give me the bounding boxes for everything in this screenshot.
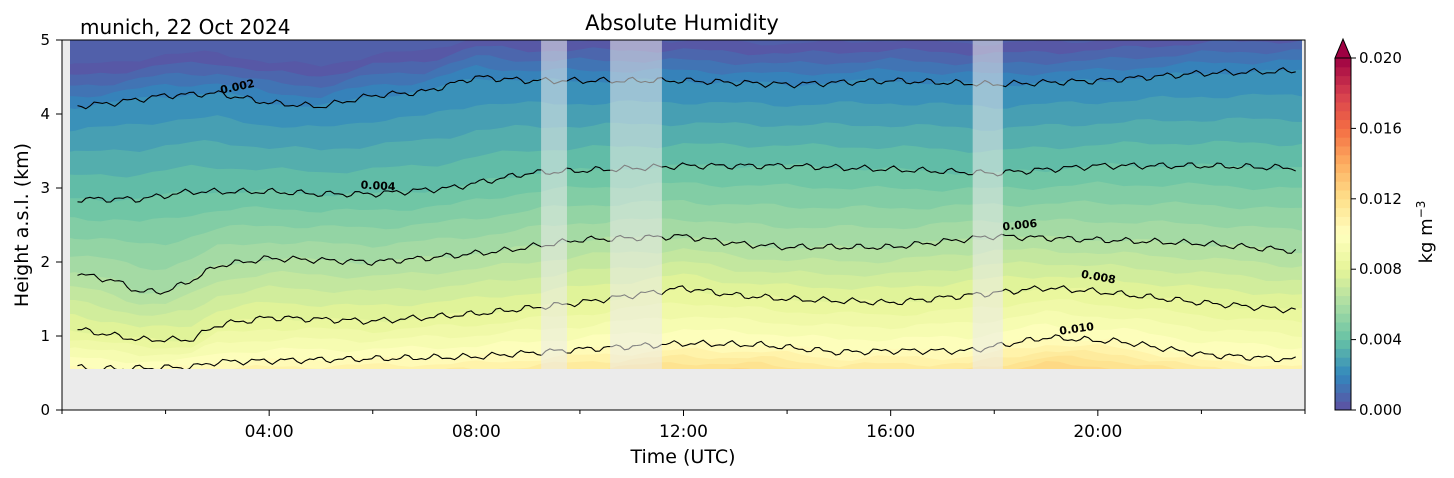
missing-data-gaps <box>541 40 1003 369</box>
colorbar-tick-label: 0.000 <box>1359 401 1402 419</box>
colorbar-segment <box>1335 269 1351 279</box>
colorbar-segment <box>1335 198 1351 209</box>
y-tick-label: 0 <box>40 401 50 419</box>
x-axis: 04:00 08:00 12:00 16:00 20:00 <box>61 410 1306 442</box>
colorbar-segment <box>1335 251 1351 261</box>
colorbar-segment <box>1335 128 1351 138</box>
colorbar-segment <box>1335 190 1351 200</box>
contour-line-0.010 <box>77 334 1296 369</box>
x-tick-label: 08:00 <box>452 422 501 442</box>
colorbar-segment <box>1335 207 1351 217</box>
colorbar-tick-label: 0.020 <box>1359 49 1402 67</box>
x-axis-label: Time (UTC) <box>629 446 735 468</box>
colorbar-segment <box>1335 137 1351 147</box>
y-axis-label: Height a.s.l. (km) <box>11 143 33 307</box>
colorbar-segment <box>1335 286 1351 297</box>
location-date-label: munich, 22 Oct 2024 <box>80 15 290 39</box>
contour-band <box>727 361 1142 369</box>
colorbar-segment <box>1335 357 1351 367</box>
colorbar-segment <box>1335 278 1351 288</box>
contour-lines <box>77 67 1297 369</box>
colorbar-segment <box>1335 154 1351 165</box>
colorbar-frame <box>1334 58 1352 411</box>
colorbar-unit: kg m <box>1416 218 1437 263</box>
colorbar-segment <box>1335 383 1351 393</box>
colorbar-segment <box>1335 102 1351 112</box>
colorbar-segment <box>1335 66 1351 77</box>
y-tick-label: 1 <box>40 327 50 345</box>
colorbar-segment <box>1335 260 1351 270</box>
colorbar-segment <box>1335 110 1351 121</box>
colorbar-segment <box>1335 330 1351 341</box>
contour-label: 0.006 <box>1002 217 1038 234</box>
colorbar-segment <box>1335 146 1351 156</box>
colorbar-segment <box>1335 225 1351 235</box>
y-tick-label: 4 <box>40 105 50 123</box>
y-tick-label: 2 <box>40 253 50 271</box>
colorbar-segment <box>1335 295 1351 305</box>
colorbar-segment <box>1335 75 1351 85</box>
colorbar-segment <box>1335 84 1351 94</box>
colorbar-segment <box>1335 374 1351 385</box>
contour-line-0.006 <box>77 233 1297 295</box>
colorbar-segment <box>1335 58 1351 68</box>
colorbar-tick-label: 0.008 <box>1359 260 1402 278</box>
x-tick-label: 04:00 <box>245 422 294 442</box>
colorbar-segment <box>1335 172 1351 182</box>
colorbar-label: kg m−3 <box>1414 201 1437 264</box>
colorbar-tick-label: 0.004 <box>1359 331 1402 349</box>
x-tick-label: 20:00 <box>1073 422 1122 442</box>
colorbar-segment <box>1335 392 1351 402</box>
colorbar-segment <box>1335 401 1351 411</box>
colorbar-segment <box>1335 119 1351 129</box>
colorbar-segment <box>1335 339 1351 349</box>
missing-data-gap <box>972 40 1003 369</box>
colorbar-segment <box>1335 163 1351 173</box>
colorbar-segment <box>1335 242 1351 253</box>
y-axis: 0 1 2 3 4 5 <box>40 31 62 419</box>
contour-line-0.004 <box>77 162 1296 203</box>
y-tick-label: 5 <box>40 31 50 49</box>
contour-line-0.008 <box>77 285 1296 343</box>
contour-band <box>572 355 1177 369</box>
colorbar-segment <box>1335 234 1351 244</box>
colorbar-unit-exponent: −3 <box>1414 201 1428 219</box>
contour-label: 0.004 <box>360 179 396 194</box>
colorbar-segment <box>1335 313 1351 323</box>
x-tick-label: 12:00 <box>659 422 708 442</box>
x-tick-label: 16:00 <box>866 422 915 442</box>
colorbar-segment <box>1335 93 1351 103</box>
colorbar-segment <box>1335 216 1351 226</box>
missing-data-gap <box>610 40 662 369</box>
colorbar-segment <box>1335 366 1351 376</box>
colorbar-segment <box>1335 348 1351 358</box>
colorbar-tick-label: 0.012 <box>1359 190 1402 208</box>
y-tick-label: 3 <box>40 179 50 197</box>
colorbar-extend-arrow <box>1334 37 1352 59</box>
missing-data-gap <box>541 40 567 369</box>
colorbar-segment <box>1335 304 1351 314</box>
contour-label: 0.008 <box>1080 268 1117 287</box>
colorbar-segment <box>1335 322 1351 332</box>
colorbar-segment <box>1335 181 1351 191</box>
colorbar-tick-label: 0.016 <box>1359 119 1402 137</box>
chart-title: Absolute Humidity <box>585 11 779 35</box>
colorbar: 0.000 0.004 0.008 0.012 0.016 0.020 <box>1334 37 1402 419</box>
contour-label: 0.010 <box>1058 320 1095 338</box>
contour-line-0.002 <box>77 67 1296 110</box>
